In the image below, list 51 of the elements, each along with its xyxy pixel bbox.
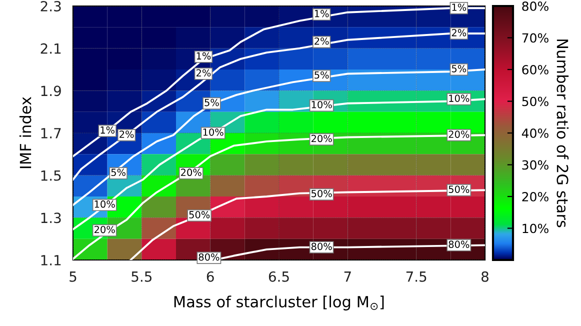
color-bar-label: 30% (522, 160, 548, 170)
y-tick-label: 2.3 (40, 0, 61, 12)
color-bar-title: Number ratio of 2G stars (556, 40, 569, 228)
annotation: 20% (311, 134, 332, 142)
annotation: 10% (203, 128, 224, 136)
annotation: 5% (204, 98, 219, 106)
annotation: 10% (449, 94, 470, 102)
annotation: 50% (448, 186, 470, 193)
annotation: 10% (94, 200, 115, 208)
x-axis-title: Mass of starcluster [log M$_{⊙}$] (174, 296, 384, 310)
annotation: 1% (100, 126, 115, 134)
annotation: 50% (312, 190, 332, 198)
annotation: 1% (196, 52, 211, 60)
annotation: 80% (311, 242, 332, 250)
annotation: 5% (111, 168, 126, 176)
annotation: 20% (94, 226, 115, 234)
color-bar-label: 60% (522, 64, 548, 74)
color-bar-label: 20% (522, 192, 548, 202)
annotation: 50% (189, 211, 210, 218)
annotation: 5% (314, 71, 329, 79)
color-bar-label: 10% (522, 224, 548, 234)
annotation: 20% (448, 130, 470, 138)
x-tick-label: 5.5 (132, 272, 152, 282)
x-tick-label: 7 (344, 272, 351, 282)
annotation: 2% (120, 130, 134, 138)
x-tick-label: 5 (70, 272, 76, 282)
y-tick-label: 1.5 (41, 170, 61, 181)
annotation: 1% (314, 10, 329, 18)
x-tick-label: 6 (206, 271, 214, 282)
y-axis-title: IMF index (19, 96, 32, 168)
annotation: 20% (181, 168, 202, 176)
x-tick-label: 7.5 (406, 272, 426, 282)
y-tick-label: 2.1 (40, 43, 61, 54)
annotation: 80% (448, 240, 470, 248)
annotation: 5% (452, 64, 466, 72)
annotation: 2% (314, 37, 329, 45)
annotation: 2% (452, 28, 466, 36)
annotation: 80% (198, 253, 220, 261)
x-tick-label: 6.5 (268, 271, 289, 282)
y-tick-label: 1.9 (41, 86, 61, 96)
x-tick-label: 8 (482, 271, 488, 282)
color-bar-label: 70% (522, 33, 548, 43)
y-tick-label: 1.1 (41, 255, 61, 266)
y-tick-label: 1.7 (41, 128, 61, 138)
y-tick-label: 1.3 (41, 212, 61, 224)
color-bar-label: 40% (522, 128, 548, 138)
annotation: 1% (452, 4, 466, 11)
annotation: 10% (312, 100, 332, 108)
color-bar-label: 50% (522, 96, 548, 106)
color-bar-label: 80% (522, 1, 548, 11)
annotation: 2% (196, 69, 211, 77)
